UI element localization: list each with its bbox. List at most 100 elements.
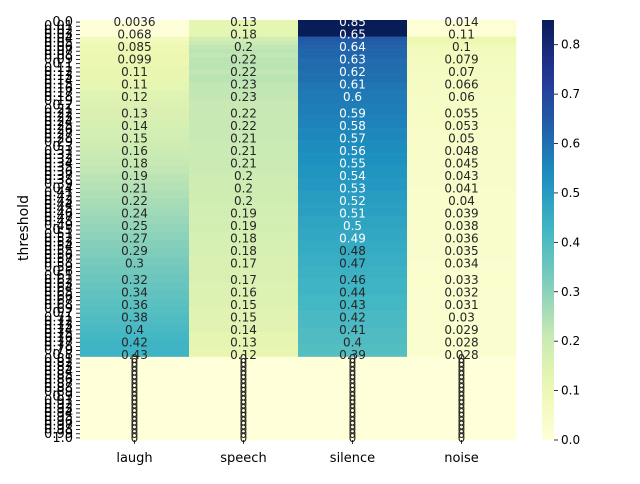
heatmap-cell bbox=[407, 298, 517, 304]
heatmap-cell bbox=[407, 169, 517, 175]
cell-annotation: 0.12 bbox=[230, 348, 257, 362]
heatmap-cell bbox=[298, 236, 408, 241]
y-tick-label: 0.25 bbox=[44, 119, 73, 134]
cell-annotation-zero: 0 bbox=[131, 369, 139, 383]
heatmap-cell bbox=[407, 107, 517, 112]
heatmap-cell bbox=[80, 410, 190, 416]
cell-annotation: 0.1 bbox=[452, 40, 471, 54]
cell-annotation: 0.18 bbox=[230, 28, 257, 42]
heatmap-cell bbox=[407, 157, 517, 162]
heatmap-cell bbox=[298, 390, 408, 395]
cell-annotation-zero: 0 bbox=[131, 356, 139, 370]
heatmap-cell bbox=[189, 344, 299, 349]
heatmap-cell bbox=[407, 431, 517, 437]
heatmap-cell bbox=[407, 190, 517, 195]
heatmap-cell bbox=[298, 69, 408, 75]
heatmap-cell bbox=[298, 257, 408, 262]
heatmap-cell bbox=[298, 281, 408, 287]
heatmap-cell bbox=[80, 157, 190, 162]
heatmap-cell bbox=[298, 144, 408, 150]
heatmap-cell bbox=[407, 390, 517, 395]
heatmap-cell bbox=[189, 311, 299, 316]
cell-annotation: 0.51 bbox=[339, 206, 366, 220]
heatmap-cell bbox=[80, 28, 190, 33]
heatmap-cell bbox=[80, 319, 190, 324]
heatmap-cell bbox=[298, 385, 408, 391]
heatmap-cell bbox=[189, 261, 299, 266]
cell-annotation-zero: 0 bbox=[131, 377, 139, 391]
y-tick-label: 0.56 bbox=[44, 248, 73, 263]
heatmap-cell bbox=[407, 165, 517, 170]
heatmap-cell bbox=[80, 257, 190, 262]
heatmap-cell bbox=[298, 36, 408, 42]
cell-annotation: 0.21 bbox=[230, 156, 257, 170]
cell-annotation-zero: 0 bbox=[349, 377, 357, 391]
heatmap-cell bbox=[298, 369, 408, 374]
heatmap-cell bbox=[189, 394, 299, 399]
heatmap-cell bbox=[80, 190, 190, 195]
heatmap-cell bbox=[407, 61, 517, 67]
cell-annotation: 0.18 bbox=[121, 156, 148, 170]
heatmap-cell bbox=[298, 306, 408, 312]
cell-annotation-zero: 0 bbox=[349, 414, 357, 428]
y-tick-label: 0.63 bbox=[44, 277, 73, 292]
heatmap-cell bbox=[407, 215, 517, 220]
cell-annotation: 0.18 bbox=[230, 231, 257, 245]
cell-annotation: 0.15 bbox=[121, 132, 148, 146]
heatmap-cell bbox=[298, 402, 408, 408]
heatmap-cell bbox=[298, 277, 408, 283]
cell-annotation-zero: 0 bbox=[458, 352, 466, 366]
heatmap-cell bbox=[298, 198, 408, 204]
y-tick-label: 0.3 bbox=[52, 140, 73, 155]
cell-annotation: 0.2 bbox=[234, 169, 253, 183]
cell-annotation-zero: 0 bbox=[240, 418, 248, 432]
cell-annotation: 0.16 bbox=[230, 285, 257, 299]
cell-annotation-zero: 0 bbox=[349, 402, 357, 416]
heatmap-cell bbox=[407, 186, 517, 191]
heatmap-cell bbox=[298, 406, 408, 412]
y-tick-label: 0.43 bbox=[44, 194, 73, 209]
heatmap-cell bbox=[298, 182, 408, 187]
cell-annotation: 0.028 bbox=[444, 348, 478, 362]
heatmap-cell bbox=[298, 186, 408, 191]
heatmap-cell bbox=[189, 398, 299, 403]
heatmap-cell bbox=[80, 344, 190, 349]
heatmap-cell bbox=[298, 427, 408, 432]
heatmap-cell bbox=[189, 265, 299, 270]
heatmap-cell bbox=[298, 111, 408, 116]
cell-annotation: 0.41 bbox=[339, 323, 366, 337]
heatmap-cell bbox=[407, 232, 517, 237]
heatmap-cell bbox=[189, 119, 299, 125]
heatmap-cell bbox=[407, 128, 517, 133]
heatmap-cell bbox=[298, 74, 408, 79]
heatmap-cell bbox=[298, 173, 408, 179]
heatmap-cell bbox=[407, 269, 517, 274]
heatmap-cell bbox=[189, 49, 299, 54]
heatmap-cell bbox=[80, 140, 190, 146]
heatmap-cell bbox=[80, 194, 190, 200]
heatmap-cell bbox=[189, 36, 299, 42]
heatmap-cell bbox=[298, 94, 408, 100]
heatmap-cell bbox=[298, 20, 408, 25]
cell-annotation: 0.62 bbox=[339, 65, 366, 79]
heatmap-cell bbox=[189, 65, 299, 71]
heatmap-cell bbox=[298, 290, 408, 295]
y-tick-label: 0.48 bbox=[44, 215, 73, 230]
heatmap-cell bbox=[407, 419, 517, 424]
heatmap-cell bbox=[407, 173, 517, 179]
heatmap-cell bbox=[298, 140, 408, 146]
heatmap-cell bbox=[189, 219, 299, 225]
cell-annotation-zero: 0 bbox=[349, 364, 357, 378]
colorbar-tick-label: 0.0 bbox=[561, 433, 580, 447]
heatmap-cell bbox=[407, 223, 517, 229]
cell-annotation: 0.19 bbox=[121, 169, 148, 183]
heatmap-cell bbox=[407, 132, 517, 137]
heatmap-cell bbox=[189, 302, 299, 308]
heatmap-cell bbox=[189, 61, 299, 67]
heatmap-cell bbox=[298, 211, 408, 216]
cell-annotation-zero: 0 bbox=[458, 423, 466, 437]
heatmap-cell bbox=[407, 57, 517, 62]
heatmap-cell bbox=[298, 435, 408, 441]
heatmap-cell bbox=[80, 315, 190, 320]
heatmap-cell bbox=[189, 419, 299, 424]
